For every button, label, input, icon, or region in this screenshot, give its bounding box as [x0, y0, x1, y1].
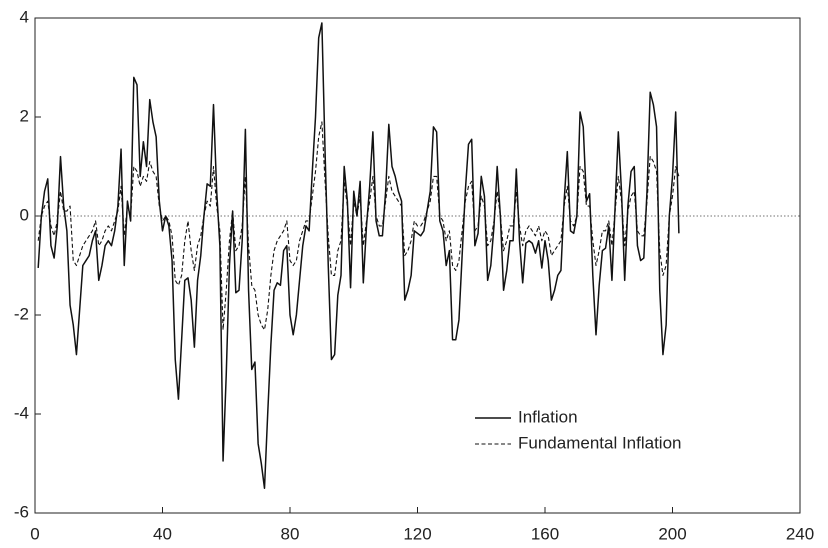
x-tick-label: 40: [153, 524, 172, 543]
x-tick-label: 160: [531, 524, 559, 543]
y-tick-label: 2: [20, 106, 29, 125]
x-tick-label: 120: [403, 524, 431, 543]
y-tick-label: 4: [20, 7, 29, 26]
y-tick-label: 0: [20, 205, 29, 224]
legend-label: Fundamental Inflation: [518, 433, 682, 452]
y-tick-label: -2: [14, 304, 29, 323]
y-tick-label: -4: [14, 403, 29, 422]
x-tick-label: 80: [281, 524, 300, 543]
series-line: [37, 22, 680, 489]
y-tick-label: -6: [14, 502, 29, 521]
x-tick-label: 200: [658, 524, 686, 543]
plot-frame: [34, 17, 801, 514]
x-tick-label: 0: [30, 524, 39, 543]
x-tick-label: 240: [786, 524, 814, 543]
series-line: [37, 121, 680, 331]
legend-label: Inflation: [518, 407, 578, 426]
